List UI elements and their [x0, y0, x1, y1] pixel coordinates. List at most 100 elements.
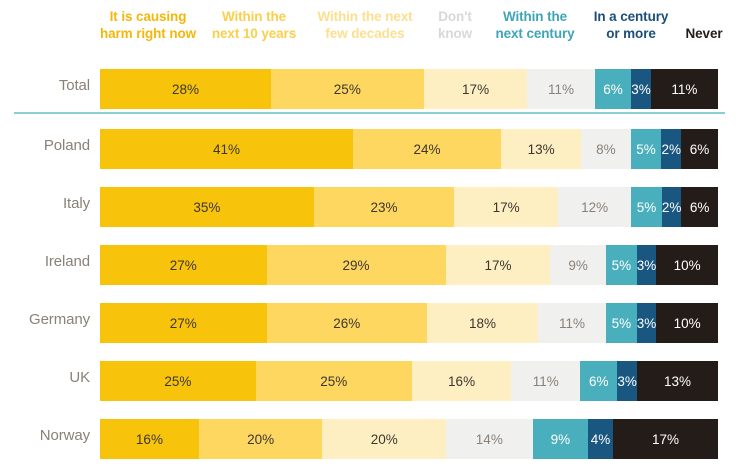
bar-segment-value: 11%	[671, 81, 698, 97]
bar-segment-value: 29%	[342, 257, 370, 273]
bar-segment[interactable]: 20%	[198, 419, 323, 459]
bar-segment[interactable]: 10%	[656, 245, 718, 285]
row-label-norway: Norway	[39, 426, 90, 444]
chart-legend: It is causing harm right now Within the nex…	[0, 0, 739, 56]
bar-segment[interactable]: 17%	[423, 69, 528, 109]
chart-row: UK 25% 25% 16% 11% 6% 3% 13%	[0, 348, 739, 406]
bar-segment-value: 17%	[484, 257, 512, 273]
bar-segment[interactable]: 5%	[631, 187, 662, 227]
bar-segment-value: 6%	[689, 141, 710, 157]
bar-segment[interactable]: 5%	[605, 245, 637, 285]
bar-segment[interactable]: 29%	[266, 245, 446, 285]
bar-segment[interactable]: 5%	[630, 129, 662, 169]
bar-segment-value: 2%	[661, 141, 681, 157]
bar-segment[interactable]: 4%	[588, 419, 613, 459]
bar-segment[interactable]: 25%	[270, 69, 424, 109]
stacked-bar-germany: 27% 26% 18% 11% 5% 3% 10%	[100, 303, 718, 343]
row-label-uk: UK	[69, 368, 90, 386]
bar-segment[interactable]: 6%	[680, 129, 718, 169]
bar-segment-value: 17%	[492, 199, 520, 215]
bar-segment-value: 3%	[617, 373, 637, 389]
bar-segment[interactable]: 11%	[511, 361, 581, 401]
bar-segment[interactable]: 6%	[580, 361, 618, 401]
bar-segment[interactable]: 5%	[605, 303, 637, 343]
bar-segment[interactable]: 13%	[636, 361, 718, 401]
legend-item-6-line-0: Never	[685, 26, 723, 41]
bar-segment-value: 41%	[212, 141, 240, 157]
bar-segment-value: 8%	[596, 141, 616, 157]
bar-segment-value: 28%	[171, 81, 199, 97]
bar-segment[interactable]: 3%	[636, 245, 657, 285]
bar-segment[interactable]: 24%	[352, 129, 502, 169]
stacked-bar-total: 28% 25% 17% 11% 6% 3% 11%	[100, 69, 718, 109]
bar-segment-value: 9%	[568, 257, 588, 273]
stacked-bar-uk: 25% 25% 16% 11% 6% 3% 13%	[100, 361, 718, 401]
bar-segment[interactable]: 13%	[501, 129, 582, 169]
bar-segment[interactable]: 16%	[100, 419, 199, 459]
bar-segment[interactable]: 35%	[100, 187, 314, 227]
bar-segment-value: 25%	[333, 81, 361, 97]
bar-segment[interactable]: 26%	[266, 303, 428, 343]
bar-segment[interactable]: 11%	[527, 69, 595, 109]
legend-item-0-line-0: It is causing	[109, 9, 187, 24]
legend-item-3[interactable]: Don't know	[425, 8, 485, 42]
bar-segment-value: 3%	[636, 315, 657, 331]
stacked-bar-italy: 35% 23% 17% 12% 5% 2% 6%	[100, 187, 718, 227]
chart-row: Total 28% 25% 17% 11% 6% 3% 11%	[0, 56, 739, 116]
legend-item-5-line-1: or more	[606, 26, 656, 41]
bar-segment[interactable]: 9%	[550, 245, 606, 285]
bar-segment[interactable]: 11%	[538, 303, 606, 343]
bar-segment[interactable]: 25%	[255, 361, 412, 401]
bar-segment[interactable]: 27%	[100, 245, 267, 285]
legend-item-1[interactable]: Within the next 10 years	[199, 8, 309, 42]
bar-segment-value: 5%	[636, 199, 657, 215]
bar-segment[interactable]: 23%	[313, 187, 455, 227]
bar-segment[interactable]: 17%	[612, 419, 718, 459]
bar-segment[interactable]: 10%	[656, 303, 718, 343]
bar-segment[interactable]: 27%	[100, 303, 267, 343]
legend-item-2[interactable]: Within the next few decades	[303, 8, 427, 42]
bar-segment[interactable]: 11%	[650, 69, 718, 109]
bar-segment[interactable]: 3%	[631, 69, 651, 109]
row-label-germany: Germany	[29, 310, 90, 328]
bar-segment[interactable]: 28%	[100, 69, 271, 109]
bar-segment[interactable]: 2%	[661, 187, 682, 227]
bar-segment-value: 12%	[581, 199, 609, 215]
bar-segment-value: 26%	[333, 315, 361, 331]
bar-segment[interactable]: 3%	[636, 303, 657, 343]
stacked-bar-norway: 16% 20% 20% 14% 9% 4% 17%	[100, 419, 718, 459]
bar-segment[interactable]: 16%	[411, 361, 512, 401]
bar-segment[interactable]: 14%	[446, 419, 533, 459]
bar-segment[interactable]: 41%	[100, 129, 353, 169]
bar-segment-value: 25%	[164, 373, 192, 389]
bar-segment[interactable]: 20%	[322, 419, 447, 459]
bar-segment[interactable]: 6%	[594, 69, 632, 109]
legend-item-5[interactable]: In a century or more	[582, 8, 680, 42]
bar-segment[interactable]: 25%	[100, 361, 256, 401]
row-label-italy: Italy	[62, 194, 90, 212]
bar-segment-value: 3%	[631, 81, 651, 97]
legend-item-6[interactable]: Never	[676, 25, 732, 42]
bar-segment[interactable]: 3%	[617, 361, 637, 401]
bar-segment-value: 23%	[370, 199, 398, 215]
legend-item-3-line-1: know	[437, 26, 473, 41]
bar-segment-value: 17%	[651, 431, 679, 447]
bar-segment-value: 10%	[673, 257, 701, 273]
bar-segment-value: 17%	[462, 81, 490, 97]
bar-segment[interactable]: 18%	[427, 303, 539, 343]
total-divider	[14, 112, 725, 114]
bar-segment-value: 2%	[661, 199, 682, 215]
bar-segment[interactable]: 8%	[581, 129, 631, 169]
legend-item-0[interactable]: It is causing harm right now	[88, 8, 208, 42]
bar-segment[interactable]: 6%	[681, 187, 718, 227]
bar-segment[interactable]: 17%	[445, 245, 551, 285]
bar-segment[interactable]: 17%	[454, 187, 558, 227]
chart-row: Italy 35% 23% 17% 12% 5% 2% 6%	[0, 174, 739, 232]
chart-row: Poland 41% 24% 13% 8% 5% 2% 6%	[0, 116, 739, 174]
bar-segment-value: 6%	[689, 199, 710, 215]
bar-segment[interactable]: 2%	[661, 129, 681, 169]
bar-segment[interactable]: 12%	[558, 187, 632, 227]
legend-item-4[interactable]: Within the next century	[481, 8, 589, 42]
bar-segment[interactable]: 9%	[532, 419, 589, 459]
bar-segment-value: 20%	[247, 431, 275, 447]
